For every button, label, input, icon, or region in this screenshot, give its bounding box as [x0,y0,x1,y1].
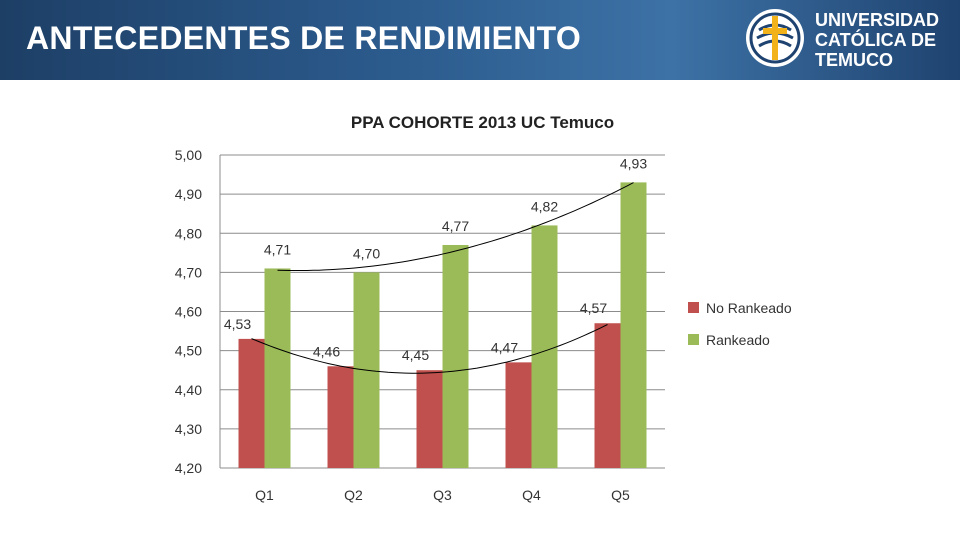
university-name-line-3: TEMUCO [815,50,893,70]
trendline-no-rankeado [251,324,608,374]
trendline-rankeado [277,182,634,271]
university-name-line-1: UNIVERSIDAD [815,10,940,30]
data-label: 4,45 [402,347,429,363]
bar-no-rankeado [327,366,354,468]
bar-no-rankeado [594,323,621,468]
bar-rankeado [264,268,291,468]
legend-label: No Rankeado [706,300,792,316]
data-label: 4,82 [531,198,558,214]
bar-rankeado [531,225,558,468]
y-tick-label: 4,80 [175,225,202,241]
x-tick-label: Q5 [611,487,630,503]
page-title: ANTECEDENTES DE RENDIMIENTO [26,20,582,56]
x-tick-label: Q4 [522,487,541,503]
bar-no-rankeado [416,370,443,468]
bar-rankeado [442,244,469,468]
x-tick-label: Q3 [433,487,452,503]
y-tick-label: 4,20 [175,460,202,476]
y-tick-label: 4,50 [175,343,202,359]
legend-label: Rankeado [706,332,770,348]
data-label: 4,53 [224,316,251,332]
y-tick-label: 4,40 [175,382,202,398]
chart-title: PPA COHORTE 2013 UC Temuco [351,113,614,132]
university-seal-icon [746,9,804,67]
y-tick-label: 4,60 [175,304,202,320]
data-label: 4,70 [353,245,380,261]
bar-no-rankeado [238,338,265,468]
header-banner: ANTECEDENTES DE RENDIMIENTO UNIVERSIDAD … [0,0,960,80]
data-label: 4,46 [313,343,340,359]
y-tick-label: 4,30 [175,421,202,437]
data-label: 4,71 [264,241,291,257]
data-label: 4,77 [442,218,469,234]
y-tick-label: 5,00 [175,147,202,163]
x-tick-label: Q2 [344,487,363,503]
data-label: 4,47 [491,339,518,355]
data-label: 4,57 [580,300,607,316]
university-name: UNIVERSIDAD CATÓLICA DE TEMUCO [815,10,939,70]
bar-rankeado [620,182,647,468]
legend-swatch [688,334,699,345]
university-name-line-2: CATÓLICA DE [815,30,936,50]
data-label: 4,93 [620,155,647,171]
bar-no-rankeado [505,362,532,468]
y-tick-label: 4,90 [175,186,202,202]
y-tick-label: 4,70 [175,264,202,280]
legend-swatch [688,302,699,313]
x-tick-label: Q1 [255,487,274,503]
